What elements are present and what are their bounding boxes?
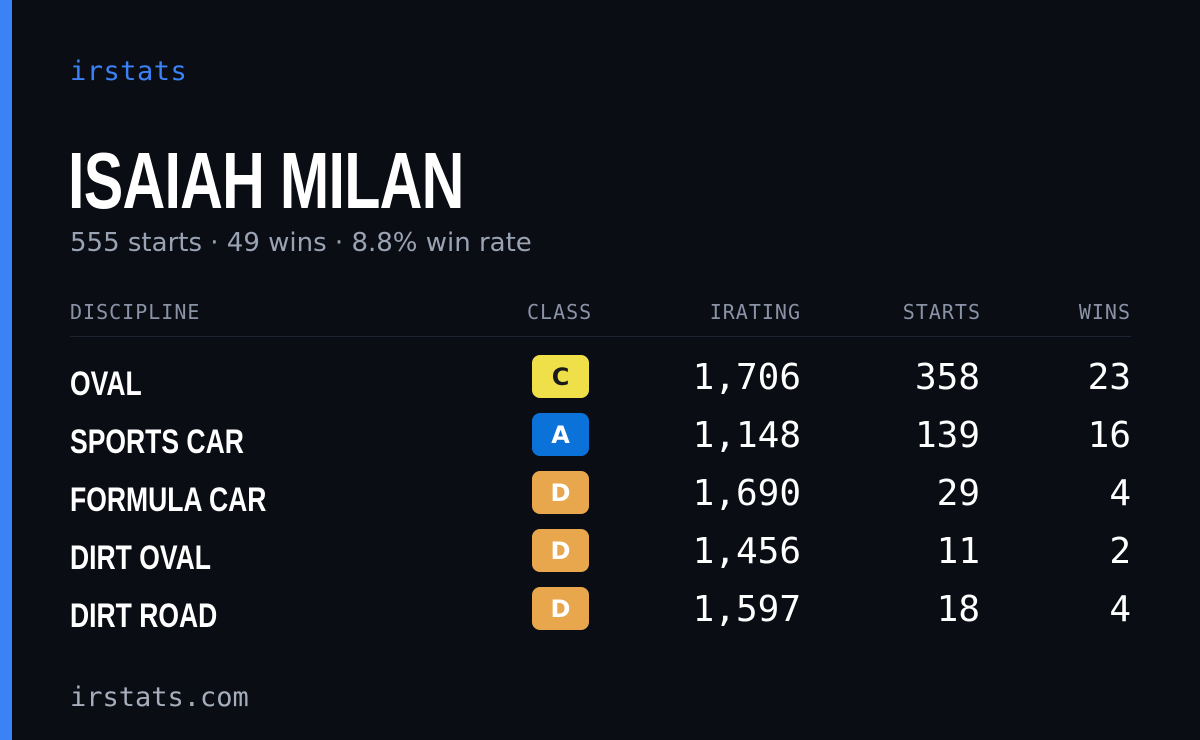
wins-value: 16 [1087,415,1131,456]
wins-value: 2 [1109,531,1131,572]
table-row: DIRT OVAL D 1,456 11 2 [70,527,1131,585]
discipline-name: DIRT OVAL [70,539,211,577]
discipline-name: SPORTS CAR [70,423,244,461]
brand-logo: irstats [70,56,188,87]
irating-value: 1,456 [692,531,801,572]
starts-value: 358 [914,357,980,398]
header-starts: STARTS [902,300,981,324]
class-badge: D [532,471,589,514]
discipline-name: OVAL [70,365,142,403]
class-badge: C [532,355,589,398]
wins-value: 4 [1109,473,1131,514]
table-row: OVAL C 1,706 358 23 [70,353,1131,411]
footer-url: irstats.com [70,682,249,713]
class-badge: D [532,587,589,630]
discipline-name: FORMULA CAR [70,481,267,519]
irating-value: 1,690 [692,473,801,514]
starts-value: 11 [936,531,980,572]
class-badge: D [532,529,589,572]
table-body: OVAL C 1,706 358 23 SPORTS CAR A 1,148 1… [70,337,1131,643]
irating-value: 1,148 [692,415,801,456]
discipline-name: DIRT ROAD [70,597,218,635]
class-badge: A [532,413,589,456]
table-row: SPORTS CAR A 1,148 139 16 [70,411,1131,469]
starts-value: 18 [936,589,980,630]
header-class: CLASS [527,300,593,324]
irating-value: 1,597 [692,589,801,630]
table-header: DISCIPLINE CLASS IRATING STARTS WINS [70,296,1131,337]
header-irating: IRATING [709,300,801,324]
driver-summary: 555 starts · 49 wins · 8.8% win rate [70,228,532,258]
discipline-table: DISCIPLINE CLASS IRATING STARTS WINS OVA… [70,296,1131,643]
wins-value: 23 [1087,357,1131,398]
header-discipline: DISCIPLINE [70,300,201,324]
wins-value: 4 [1109,589,1131,630]
accent-bar [0,0,12,740]
table-row: DIRT ROAD D 1,597 18 4 [70,585,1131,643]
table-row: FORMULA CAR D 1,690 29 4 [70,469,1131,527]
starts-value: 29 [936,473,980,514]
driver-name: ISAIAH MILAN [68,136,464,225]
starts-value: 139 [914,415,980,456]
irating-value: 1,706 [692,357,801,398]
header-wins: WINS [1078,300,1131,324]
